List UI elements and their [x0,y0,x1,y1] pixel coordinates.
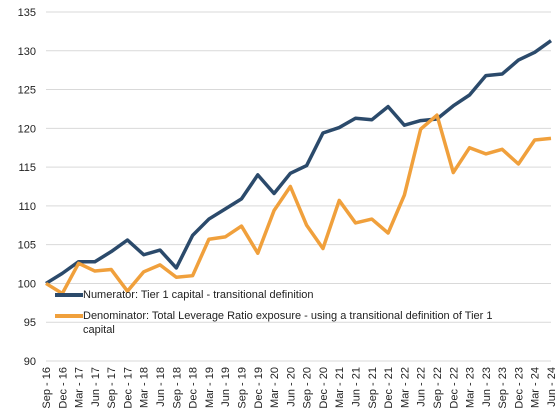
legend-swatch [55,293,83,297]
y-tick-label: 125 [18,85,36,97]
legend-item: Denominator: Total Leverage Ratio exposu… [55,309,535,337]
x-tick-label: Dec - 16 [57,367,69,409]
x-tick-label: Mar - 22 [399,367,411,408]
x-tick-label: Jun - 24 [546,367,558,407]
x-tick-label: Dec - 22 [448,367,460,409]
x-tick-label: Mar - 19 [204,367,216,408]
x-tick-label: Dec - 17 [122,367,134,409]
legend-swatch [55,314,83,318]
x-tick-label: Jun - 17 [90,367,102,407]
x-tick-label: Sep - 21 [367,367,379,409]
y-tick-label: 115 [18,162,36,174]
x-tick-label: Jun - 20 [285,367,297,407]
x-tick-label: Mar - 17 [74,367,86,408]
x-tick-label: Jun - 22 [416,367,428,407]
x-tick-label: Sep - 22 [432,367,444,409]
y-tick-label: 95 [24,317,36,329]
legend: Numerator: Tier 1 capital - transitional… [55,288,535,344]
x-tick-label: Dec - 19 [253,367,265,409]
legend-item: Numerator: Tier 1 capital - transitional… [55,288,535,302]
y-tick-label: 130 [18,46,36,58]
x-tick-label: Sep - 20 [302,367,314,409]
y-tick-label: 90 [24,356,36,368]
y-tick-label: 120 [18,123,36,135]
legend-label: Denominator: Total Leverage Ratio exposu… [83,310,493,336]
x-tick-label: Jun - 19 [220,367,232,407]
x-tick-label: Dec - 21 [383,367,395,409]
x-tick-label: Jun - 21 [351,367,363,407]
data-line [45,39,553,285]
x-tick-label: Sep - 23 [497,367,509,409]
x-tick-label: Dec - 23 [513,367,525,409]
y-tick-label: 110 [18,201,36,213]
data-line [45,113,552,296]
x-tick-label: Mar - 23 [465,367,477,408]
x-tick-label: Sep - 19 [236,367,248,409]
x-tick-label: Jun - 23 [481,367,493,407]
legend-label: Numerator: Tier 1 capital - transitional… [83,289,314,301]
x-tick-label: Dec - 18 [188,367,200,409]
x-tick-label: Sep - 16 [41,367,53,409]
y-tick-label: 100 [18,278,36,290]
x-tick-label: Sep - 17 [106,367,118,409]
x-tick-label: Jun - 18 [155,367,167,407]
x-tick-label: Mar - 24 [530,367,542,408]
x-tick-label: Sep - 18 [171,367,183,409]
y-tick-label: 135 [18,7,36,19]
x-tick-label: Mar - 21 [334,367,346,408]
x-tick-label: Mar - 18 [139,367,151,408]
y-tick-label: 105 [18,240,36,252]
x-tick-label: Mar - 20 [269,367,281,408]
x-tick-label: Dec - 20 [318,367,330,409]
